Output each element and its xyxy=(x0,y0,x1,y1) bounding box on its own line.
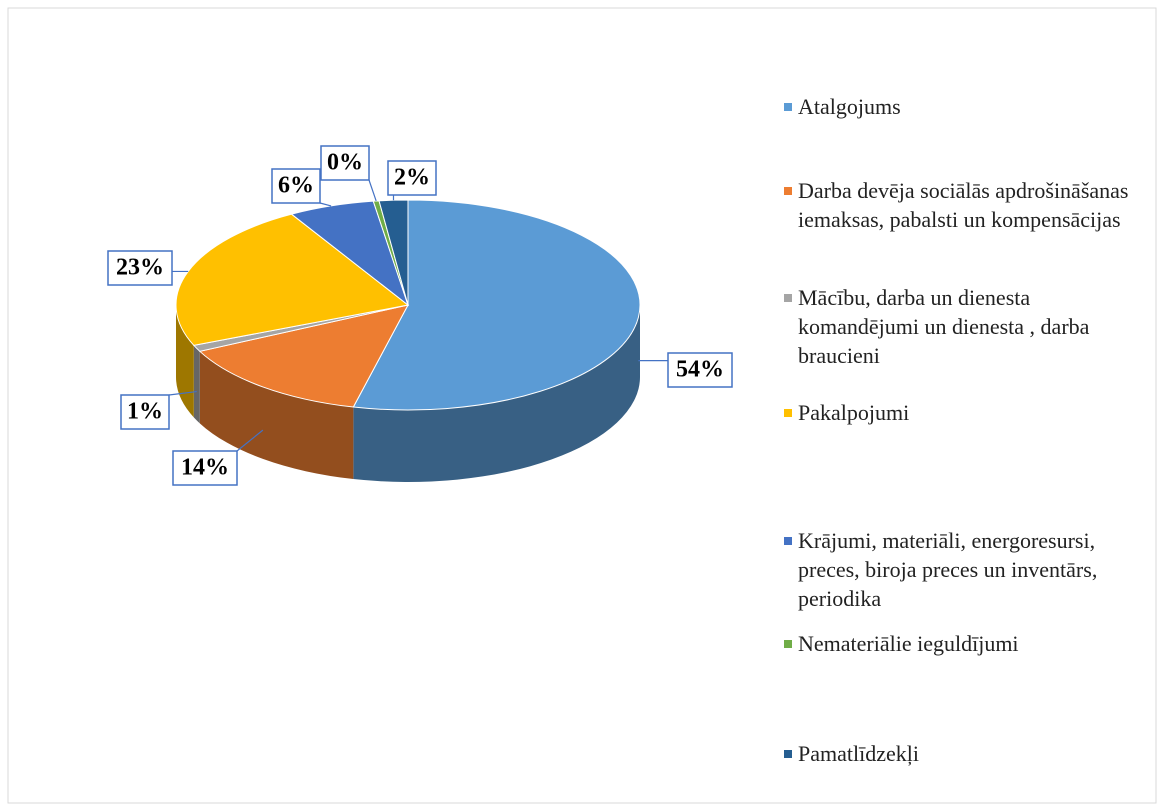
legend-label: Krājumi, materiāli, energoresursi, prece… xyxy=(798,528,1098,611)
legend-marker xyxy=(784,294,792,302)
data-label: 54% xyxy=(676,357,724,383)
leader-line xyxy=(368,179,377,202)
legend-label: Mācību, darba un dienesta komandējumi un… xyxy=(798,285,1090,368)
legend-marker xyxy=(784,409,792,417)
pie-tops xyxy=(175,199,641,411)
pie-slice xyxy=(198,304,409,408)
data-label-box xyxy=(320,145,370,181)
legend-marker xyxy=(784,537,792,545)
pie-slice xyxy=(175,213,410,346)
pie-slice xyxy=(352,199,641,411)
pie-side xyxy=(176,305,194,418)
legend-label: Pakalpojumi xyxy=(798,400,910,425)
legend-item: Atalgojums xyxy=(784,92,1156,121)
pie-side xyxy=(199,351,354,480)
leader-line xyxy=(319,202,332,207)
legend-label: Atalgojums xyxy=(798,94,901,119)
legend-item: Darba devēja sociālās apdrošināšanas iem… xyxy=(784,176,1156,234)
data-label-box xyxy=(107,250,173,286)
leader-line xyxy=(168,390,197,396)
legend-label: Darba devēja sociālās apdrošināšanas iem… xyxy=(798,178,1129,232)
pie-sides xyxy=(176,305,640,483)
legend-marker xyxy=(784,187,792,195)
legend-item: Pamatlīdzekļi xyxy=(784,739,1156,768)
data-label-box xyxy=(271,168,321,204)
legend-item: Mācību, darba un dienesta komandējumi un… xyxy=(784,283,1156,370)
legend-item: Pakalpojumi xyxy=(784,398,1156,427)
legend-label: Nemateriālie ieguldījumi xyxy=(798,631,1019,656)
data-label: 23% xyxy=(116,255,164,281)
legend-item: Nemateriālie ieguldījumi xyxy=(784,629,1156,658)
data-label: 6% xyxy=(278,173,314,199)
leader-line xyxy=(236,429,264,452)
data-label: 1% xyxy=(127,399,163,425)
legend-marker xyxy=(784,103,792,111)
data-label-box xyxy=(667,352,733,388)
legend-item: Krājumi, materiāli, energoresursi, prece… xyxy=(784,526,1156,613)
data-label: 0% xyxy=(327,150,363,176)
legend-marker xyxy=(784,750,792,758)
data-label: 14% xyxy=(181,455,229,481)
data-label: 2% xyxy=(394,165,430,191)
data-label-box xyxy=(387,160,437,196)
data-label-box xyxy=(120,394,170,430)
data-label-box xyxy=(172,450,238,486)
legend-marker xyxy=(784,640,792,648)
legend-label: Pamatlīdzekļi xyxy=(798,741,919,766)
pie-side xyxy=(353,305,640,483)
pie-side xyxy=(193,345,200,424)
